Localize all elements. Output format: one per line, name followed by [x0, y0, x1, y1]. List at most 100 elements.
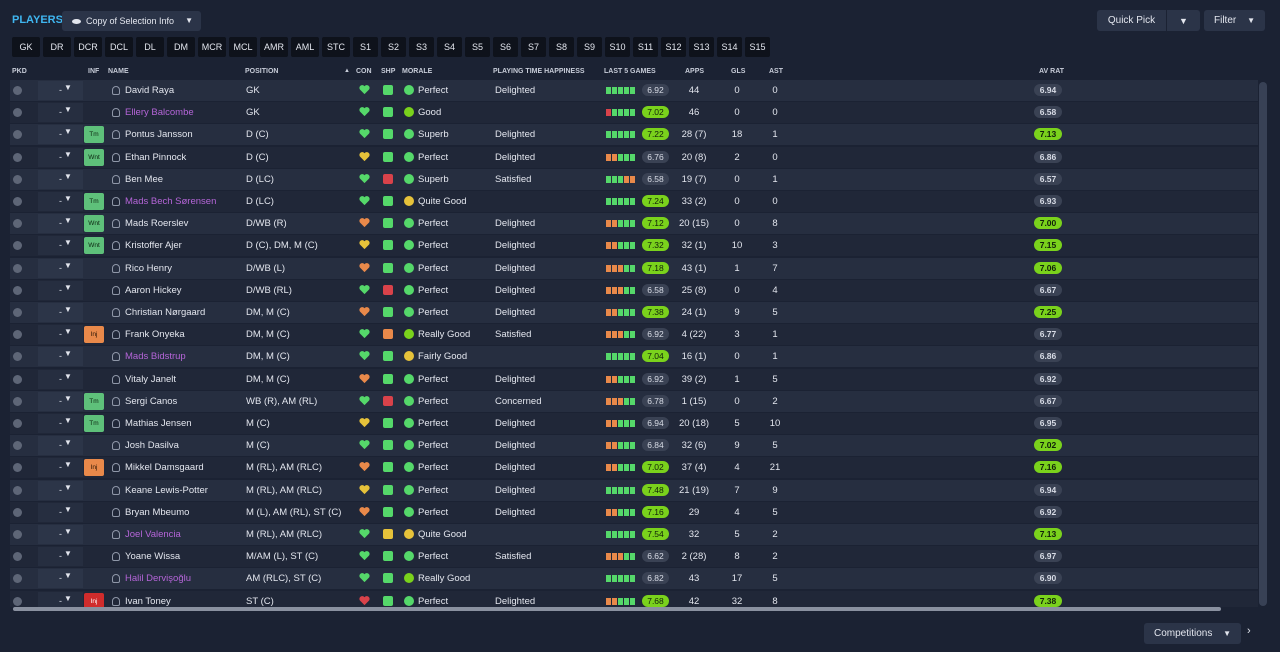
table-row[interactable]: - ▼ Aaron Hickey D/WB (RL) Perfect Delighted 6… [10, 279, 1258, 301]
competitions-button[interactable]: Competitions ▼ [1144, 623, 1241, 644]
info-badge[interactable]: Wnt [84, 237, 104, 255]
position-filter-aml[interactable]: AML [291, 37, 319, 57]
player-name[interactable]: David Raya [125, 85, 175, 96]
role-select[interactable]: - [38, 236, 83, 256]
info-badge[interactable]: Tm [84, 392, 104, 410]
chevron-down-icon[interactable]: ▼ [64, 460, 72, 470]
table-row[interactable]: - ▼ Keane Lewis-Potter M (RL), AM (RLC) Perf… [10, 479, 1258, 501]
position-filter-stc[interactable]: STC [322, 37, 350, 57]
role-select[interactable]: - [38, 547, 83, 567]
pick-radio[interactable] [13, 352, 22, 362]
role-select[interactable]: - [38, 147, 83, 167]
info-badge[interactable]: Inj [84, 326, 104, 344]
position-filter-dl[interactable]: DL [136, 37, 164, 57]
player-name[interactable]: Rico Henry [125, 262, 172, 274]
col-shp[interactable]: SHP [381, 68, 396, 75]
table-row[interactable]: - ▼ Wnt Kristoffer Ajer D (C), DM, M (C) Perf… [10, 235, 1258, 257]
player-name[interactable]: Mikkel Damsgaard [125, 462, 204, 474]
role-select[interactable]: - [38, 214, 83, 234]
col-inf[interactable]: INF [88, 68, 100, 75]
chevron-down-icon[interactable]: ▼ [64, 105, 72, 115]
player-name[interactable]: Sergi Canos [125, 395, 178, 407]
table-row[interactable]: - ▼ Joel Valencia M (RL), AM (RLC) Quite Goo… [10, 524, 1258, 545]
table-row[interactable]: - ▼ Halil Dervişoğlu AM (RLC), ST (C) Really… [10, 568, 1258, 590]
table-row[interactable]: - ▼ Vitaly Janelt DM, M (C) Perfect Delighted… [10, 368, 1258, 390]
pick-radio[interactable] [13, 152, 22, 162]
role-select[interactable]: - [38, 480, 83, 500]
pick-radio[interactable] [13, 263, 22, 273]
position-filter-s9[interactable]: S9 [577, 37, 602, 57]
chevron-down-icon[interactable]: ▼ [64, 282, 72, 292]
table-row[interactable]: - ▼ Tm Mads Bech Sørensen D (LC) Quite Good 7.… [10, 191, 1258, 212]
horizontal-scrollbar[interactable] [13, 607, 1221, 611]
position-filter-dm[interactable]: DM [167, 37, 195, 57]
player-name[interactable]: Ben Mee [125, 173, 164, 185]
chevron-down-icon[interactable]: ▼ [64, 571, 72, 581]
filter-button[interactable]: Filter ▼ [1204, 10, 1265, 31]
info-badge[interactable]: Inj [84, 592, 104, 607]
table-row[interactable]: - ▼ Ben Mee D (LC) Superb Satisfied 6.58 19 (7)… [10, 168, 1258, 190]
table-row[interactable]: - ▼ Christian Nørgaard DM, M (C) Perfect Deli… [10, 302, 1258, 323]
table-row[interactable]: - ▼ David Raya GK Perfect Delighted 6.92 44 0 0 6.… [10, 80, 1258, 101]
col-name[interactable]: NAME [108, 68, 129, 75]
position-filter-s12[interactable]: S12 [661, 37, 686, 57]
role-select[interactable]: - [38, 280, 83, 300]
position-filter-mcr[interactable]: MCR [198, 37, 226, 57]
role-select[interactable]: - [38, 525, 83, 544]
col-playing-time[interactable]: PLAYING TIME HAPPINESS [493, 68, 585, 75]
chevron-down-icon[interactable]: ▼ [64, 549, 72, 559]
table-row[interactable]: - ▼ Wnt Ethan Pinnock D (C) Perfect Delighted 6… [10, 146, 1258, 168]
position-filter-s7[interactable]: S7 [521, 37, 546, 57]
col-gls[interactable]: GLS [731, 68, 746, 75]
position-filter-dcl[interactable]: DCL [105, 37, 133, 57]
position-filter-s1[interactable]: S1 [353, 37, 378, 57]
role-select[interactable]: - [38, 369, 83, 389]
chevron-down-icon[interactable]: ▼ [64, 416, 72, 425]
pick-radio[interactable] [13, 86, 22, 95]
player-name[interactable]: Yoane Wissa [125, 551, 181, 563]
pick-radio[interactable] [13, 552, 22, 562]
player-name[interactable]: Ellery Balcombe [125, 107, 194, 119]
pick-radio[interactable] [13, 130, 22, 140]
pick-radio[interactable] [13, 330, 22, 340]
pick-radio[interactable] [13, 574, 22, 584]
pick-radio[interactable] [13, 374, 22, 384]
table-row[interactable]: - ▼ Rico Henry D/WB (L) Perfect Delighted 7.18… [10, 257, 1258, 279]
chevron-down-icon[interactable]: ▼ [64, 482, 72, 492]
table-row[interactable]: - ▼ Josh Dasilva M (C) Perfect Delighted 6.84 3… [10, 435, 1258, 457]
table-row[interactable]: - ▼ Inj Frank Onyeka DM, M (C) Really Good Sat… [10, 324, 1258, 346]
info-badge[interactable]: Inj [84, 459, 104, 477]
table-row[interactable]: - ▼ Ellery Balcombe GK Good 7.02 46 0 0 6.58 [10, 102, 1258, 124]
position-filter-s14[interactable]: S14 [717, 37, 742, 57]
role-select[interactable]: - [38, 569, 83, 589]
position-filter-s6[interactable]: S6 [493, 37, 518, 57]
position-filter-mcl[interactable]: MCL [229, 37, 257, 57]
pick-radio[interactable] [13, 174, 22, 184]
player-name[interactable]: Pontus Jansson [125, 129, 193, 141]
player-name[interactable]: Josh Dasilva [125, 440, 179, 452]
role-select[interactable]: - [38, 347, 83, 367]
vertical-scrollbar[interactable] [1259, 82, 1267, 606]
col-con[interactable]: CON [356, 68, 372, 75]
chevron-down-icon[interactable]: ▼ [64, 260, 72, 270]
table-row[interactable]: - ▼ Tm Mathias Jensen M (C) Perfect Delighted 6… [10, 413, 1258, 434]
role-select[interactable]: - [38, 192, 83, 211]
player-name[interactable]: Keane Lewis-Potter [125, 484, 208, 496]
info-badge[interactable]: Wnt [84, 215, 104, 233]
player-name[interactable]: Kristoffer Ajer [125, 240, 182, 252]
chevron-right-icon[interactable]: › [1247, 625, 1251, 637]
role-select[interactable]: - [38, 125, 83, 145]
pick-radio[interactable] [13, 308, 22, 317]
chevron-down-icon[interactable]: ▼ [64, 149, 72, 159]
pick-radio[interactable] [13, 396, 22, 406]
table-row[interactable]: - ▼ Inj Ivan Toney ST (C) Perfect Delighted 7.6… [10, 590, 1258, 607]
table-row[interactable]: - ▼ Mads Bidstrup DM, M (C) Fairly Good 7.04 1… [10, 346, 1258, 368]
pick-radio[interactable] [13, 108, 22, 118]
player-name[interactable]: Frank Onyeka [125, 329, 185, 341]
col-last5[interactable]: LAST 5 GAMES [604, 68, 656, 75]
position-filter-s5[interactable]: S5 [465, 37, 490, 57]
chevron-down-icon[interactable]: ▼ [64, 371, 72, 381]
position-filter-s10[interactable]: S10 [605, 37, 630, 57]
role-select[interactable]: - [38, 436, 83, 456]
info-badge[interactable]: Tm [84, 193, 104, 210]
